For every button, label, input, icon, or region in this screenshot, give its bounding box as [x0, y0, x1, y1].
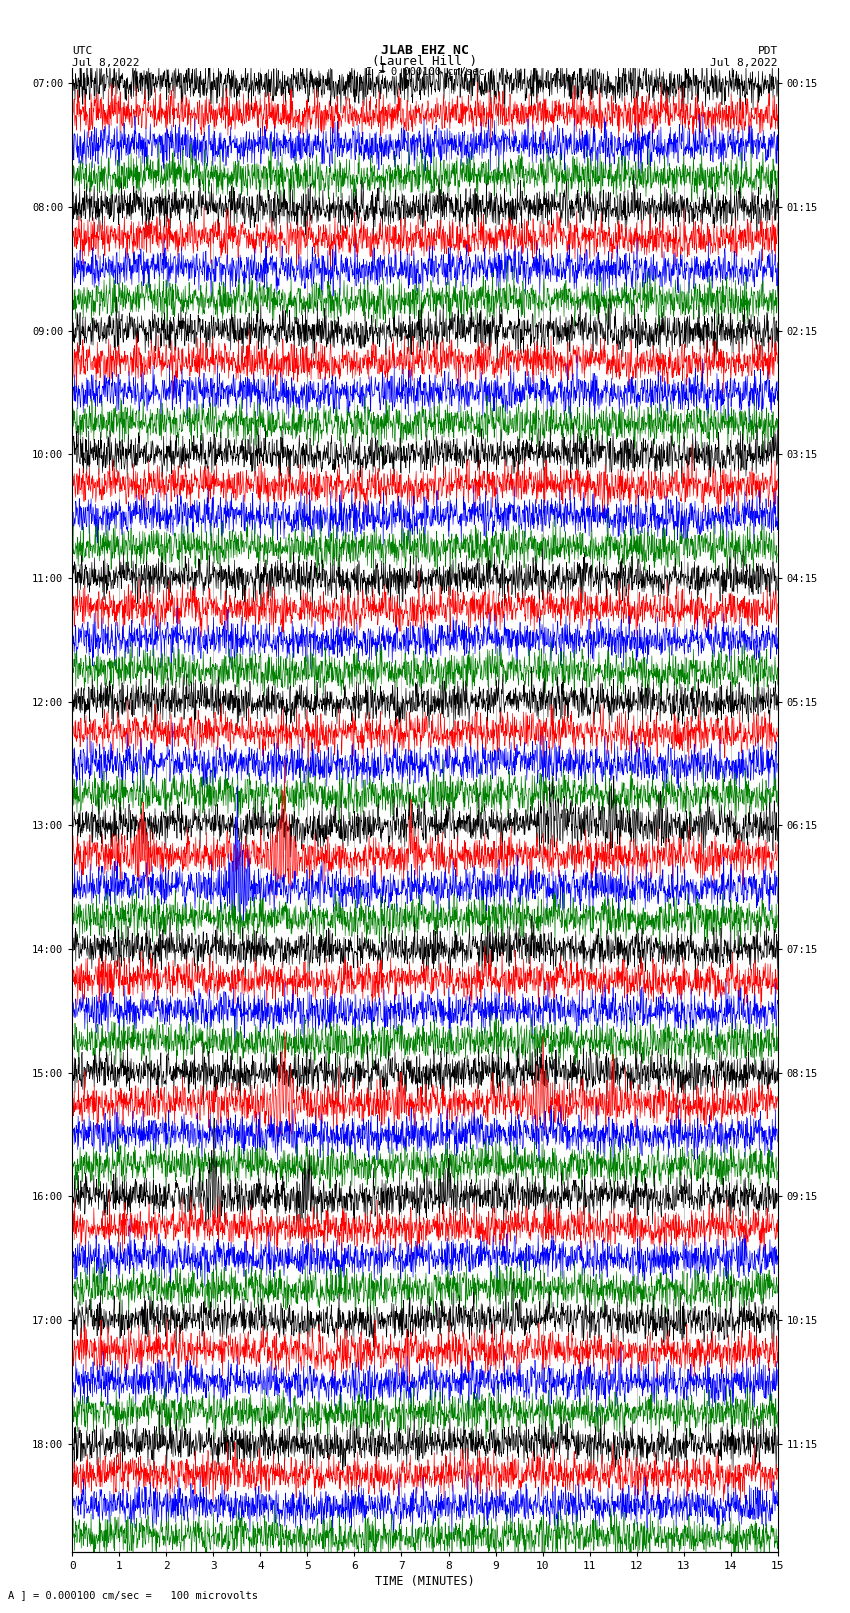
Text: Jul 8,2022: Jul 8,2022 [711, 58, 778, 68]
Text: JLAB EHZ NC: JLAB EHZ NC [381, 44, 469, 58]
Text: I = 0.000100 cm/sec: I = 0.000100 cm/sec [366, 66, 484, 77]
Text: Jul 8,2022: Jul 8,2022 [72, 58, 139, 68]
Text: A ] = 0.000100 cm/sec =   100 microvolts: A ] = 0.000100 cm/sec = 100 microvolts [8, 1590, 258, 1600]
Text: I: I [378, 61, 386, 76]
Text: (Laurel Hill ): (Laurel Hill ) [372, 55, 478, 68]
Text: UTC: UTC [72, 45, 93, 56]
Text: PDT: PDT [757, 45, 778, 56]
X-axis label: TIME (MINUTES): TIME (MINUTES) [375, 1574, 475, 1587]
